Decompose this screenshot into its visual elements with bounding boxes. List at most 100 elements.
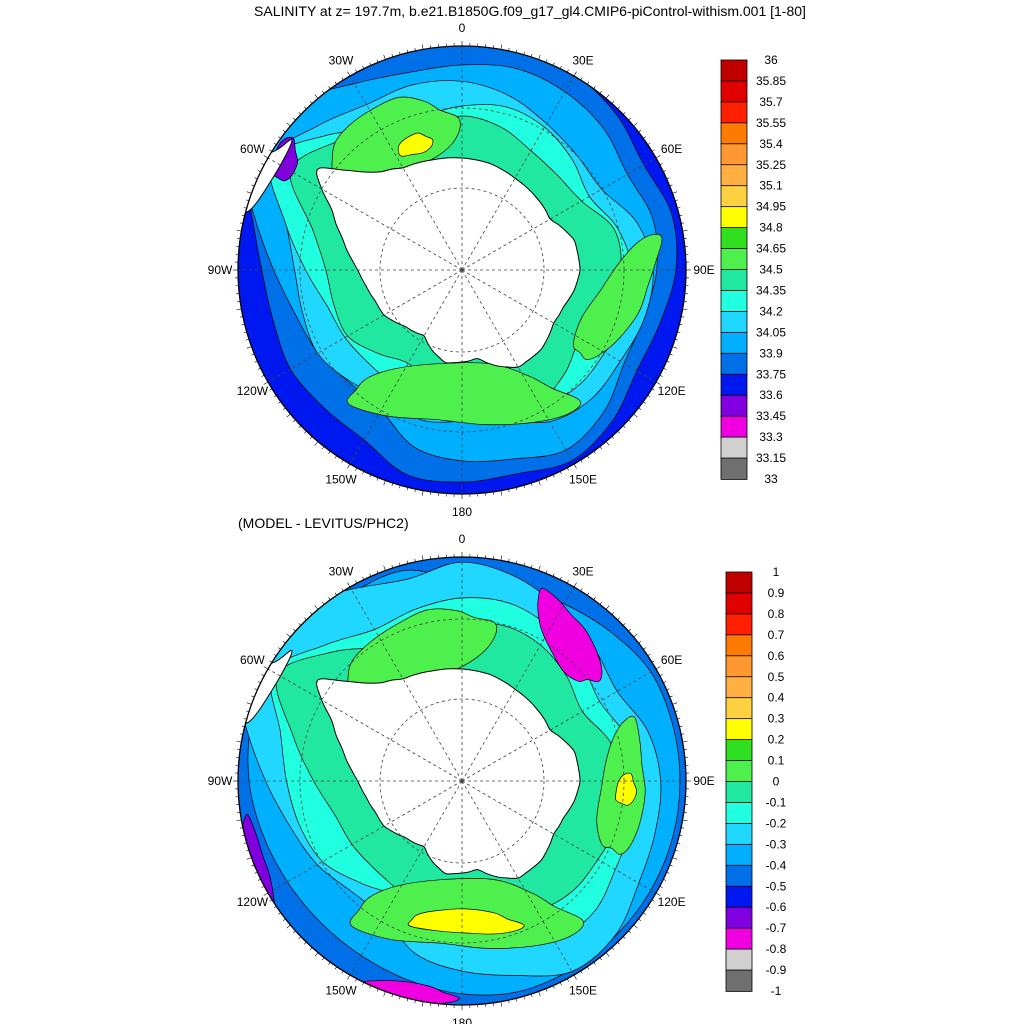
colorbar-swatch (725, 592, 753, 615)
salinity-contour-34.95 (397, 132, 434, 157)
colorbar-tick-label: 0.2 (768, 733, 785, 747)
ocean-field (238, 46, 686, 494)
colorbar-tick-label: 34.5 (759, 263, 783, 277)
colorbar-swatch (720, 352, 748, 376)
colorbar-swatch (725, 718, 753, 741)
colorbar-swatch (720, 310, 748, 334)
colorbar-swatch (720, 373, 748, 397)
colorbar-swatch (720, 269, 748, 292)
colorbar-tick-label: 35.4 (759, 137, 783, 151)
lon-label: 60W (240, 142, 265, 156)
difference-contour-0.3-ross (407, 908, 525, 935)
colorbar-swatch (720, 227, 748, 250)
colorbar-tick-label: 0.3 (768, 712, 785, 726)
lon-label: 0 (459, 21, 466, 35)
colorbar-tick-label: 34.2 (759, 304, 783, 318)
salinity-difference-map: 0 30E 60E 90E 120E 150E 180 150W 120W 90W 60W 30W (208, 532, 715, 1024)
lon-label: 180 (452, 505, 472, 519)
difference-contour-0.1-weddell (347, 608, 498, 694)
lon-label: 150E (569, 473, 597, 487)
lon-label: 30E (572, 564, 593, 578)
map-frame (233, 552, 691, 1010)
colorbar-swatch (720, 122, 748, 145)
colorbar-swatch (720, 290, 748, 313)
colorbar-tick-label: 35.7 (759, 95, 783, 109)
lon-label: 30W (329, 53, 354, 67)
colorbar-swatch (725, 843, 753, 867)
colorbar-swatch (725, 781, 753, 804)
colorbar-tick-label: 33.75 (756, 367, 786, 381)
colorbar-tick-label: 33.45 (756, 409, 786, 423)
colorbar-tick-label: 35.85 (756, 74, 786, 88)
colorbar-swatch (725, 864, 753, 888)
colorbar-tick-label: 35.25 (756, 158, 786, 172)
colorbar-swatch (720, 436, 748, 459)
colorbar-tick-label: 0.8 (768, 607, 785, 621)
colorbar-tick-label: 33 (764, 472, 778, 486)
colorbar-tick-label: 0.6 (768, 649, 785, 663)
colorbar-tick-label: 0.4 (768, 691, 785, 705)
colorbar-swatch (725, 760, 753, 783)
colorbar-swatch (725, 823, 753, 846)
salinity-contour-34.65-ross (346, 362, 581, 426)
lon-label: 90W (208, 774, 233, 788)
lon-label: 120W (237, 384, 269, 398)
colorbar-swatch (720, 457, 748, 480)
colorbar-tick-label: 0.9 (768, 586, 785, 600)
colorbar-swatch (725, 571, 753, 594)
colorbar-tick-label: 0 (773, 775, 780, 789)
colorbar-tick-label: -1 (771, 984, 782, 998)
colorbar-tick-label: -0.6 (766, 900, 787, 914)
colorbar-swatch (725, 655, 753, 678)
colorbar-swatch (720, 164, 748, 187)
salinity-contour-34.65-east (572, 233, 663, 360)
colorbar-tick-label: 35.1 (759, 179, 783, 193)
salinity-contour-34.65-weddell (331, 96, 461, 178)
colorbar-tick-label: 34.05 (756, 325, 786, 339)
colorbar-swatch (720, 59, 748, 82)
colorbar-swatch (725, 969, 753, 992)
colorbar-swatch (725, 948, 753, 971)
colorbar-swatch (720, 143, 748, 166)
map-frame (233, 41, 691, 499)
colorbar-tick-label: 34.95 (756, 200, 786, 214)
colorbar-tick-label: 33.3 (759, 430, 783, 444)
colorbar-swatch (725, 634, 753, 657)
lon-label: 90E (693, 263, 714, 277)
colorbar-tick-label: 35.55 (756, 116, 786, 130)
colorbar-tick-label: 33.6 (759, 388, 783, 402)
lon-label: 120E (658, 895, 686, 909)
colorbar-tick-label: 34.65 (756, 242, 786, 256)
colorbar-swatch (725, 927, 753, 950)
difference-subtitle: (MODEL - LEVITUS/PHC2) (238, 515, 409, 531)
colorbar-tick-label: -0.3 (766, 837, 787, 851)
colorbar-swatch (725, 885, 753, 909)
colorbar-swatch (720, 394, 748, 417)
lon-label: 60E (661, 653, 682, 667)
lon-label: 30W (329, 564, 354, 578)
colorbar-swatch (725, 676, 753, 699)
colorbar-tick-label: 33.9 (759, 346, 783, 360)
lon-label: 60E (661, 142, 682, 156)
colorbar-swatch (720, 101, 748, 124)
lon-label: 30E (572, 53, 593, 67)
colorbar-tick-label: 0.7 (768, 628, 785, 642)
colorbar-tick-label: 33.15 (756, 451, 786, 465)
colorbar-tick-label: -0.1 (766, 796, 787, 810)
colorbar-swatch (725, 613, 753, 636)
lon-label: 0 (459, 532, 466, 546)
colorbar-swatch (720, 206, 748, 229)
figure-title: SALINITY at z= 197.7m, b.e21.B1850G.f09_… (254, 3, 806, 19)
colorbar-tick-label: 36 (764, 53, 778, 67)
colorbar-tick-label: 0.5 (768, 670, 785, 684)
colorbar-swatch (720, 415, 748, 438)
salinity-colorbar: 36 35.85 35.7 35.55 35.4 35.25 35.1 34.95 34.8 34… (720, 53, 786, 486)
lon-label: 120E (658, 384, 686, 398)
colorbar-swatch (720, 331, 748, 355)
salinity-map: 0 30E 60E 90E 120E 150E 180 150W 120W 90W 60W 30W (208, 21, 715, 519)
lon-label: 90E (693, 774, 714, 788)
lon-label: 150W (325, 984, 357, 998)
colorbar-tick-label: 34.35 (756, 283, 786, 297)
colorbar-swatch (720, 185, 748, 208)
